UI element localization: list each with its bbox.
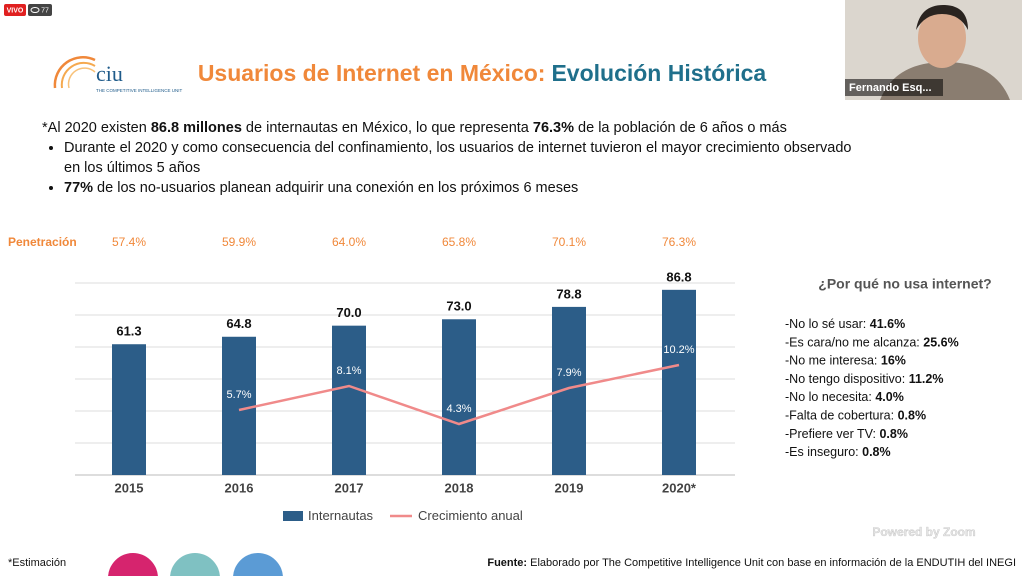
- reason-label: -Es cara/no me alcanza:: [785, 336, 923, 350]
- penetration-value: 70.1%: [552, 235, 586, 249]
- bar-label: 61.3: [116, 324, 141, 339]
- bar-label: 64.8: [226, 316, 251, 331]
- line-label: 5.7%: [226, 389, 251, 401]
- reason-value: 0.8%: [879, 427, 908, 441]
- reason-value: 11.2%: [909, 372, 944, 386]
- reason-label: -No lo sé usar:: [785, 317, 870, 331]
- reason-value: 4.0%: [875, 390, 904, 404]
- text-run: 76.3%: [532, 120, 575, 136]
- reason-item: -No lo necesita: 4.0%: [785, 390, 904, 404]
- penetration-label: Penetración: [8, 235, 77, 249]
- reason-item: -No tengo dispositivo: 11.2%: [785, 372, 943, 386]
- line-label: 7.9%: [556, 367, 581, 379]
- bar: [662, 289, 696, 475]
- live-text: VIVO: [7, 7, 24, 14]
- logo: ciu THE COMPETITIVE INTELLIGENCE UNIT: [53, 55, 183, 93]
- reason-label: -Falta de cobertura:: [785, 409, 898, 423]
- text-run: de los no-usuarios planean adquirir una …: [93, 180, 579, 196]
- person-face: [918, 8, 966, 68]
- title-part: Evolución Histórica: [551, 60, 766, 86]
- live-badge: [4, 4, 26, 16]
- reason-value: 0.8%: [898, 409, 927, 423]
- source-text: Elaborado por The Competitive Intelligen…: [530, 557, 1016, 569]
- bar-label: 73.0: [446, 299, 471, 314]
- person-hair: [916, 4, 968, 30]
- slide-title: Usuarios de Internet en México: Evolución…: [198, 60, 767, 86]
- intro-line: *Al 2020 existen 86.8 millones de intern…: [42, 118, 862, 138]
- text-run: 77%: [64, 180, 94, 196]
- chart: Penetración 57.4% 59.9% 64.0% 65.8% 70.1% 76.3…: [8, 235, 735, 523]
- bar-label: 70.0: [336, 305, 361, 320]
- reasons-panel: ¿Por qué no usa internet? -No lo sé usar:…: [785, 276, 992, 460]
- zoom-watermark: Powered by Zoom: [872, 525, 975, 539]
- reason-label: -No tengo dispositivo:: [785, 372, 909, 386]
- reason-item: -Prefiere ver TV: 0.8%: [785, 427, 908, 441]
- x-tick-label: 2020*: [662, 480, 697, 495]
- text-run: de la población de 6 años o más: [574, 120, 787, 136]
- reason-item: -Falta de cobertura: 0.8%: [785, 409, 926, 423]
- penetration-value: 57.4%: [112, 235, 146, 249]
- bullet-list: Durante el 2020 y como consecuencia del …: [42, 138, 862, 198]
- reason-value: 16%: [881, 354, 906, 368]
- line: [238, 363, 680, 426]
- bullet-text: *Al 2020 existen 86.8 millones de intern…: [42, 118, 862, 198]
- logo-mark: ciu: [96, 61, 123, 86]
- x-tick-label: 2017: [335, 480, 364, 495]
- bar: [222, 336, 256, 475]
- reason-value: 41.6%: [870, 317, 905, 331]
- reason-label: -No me interesa:: [785, 354, 881, 368]
- x-tick-label: 2018: [445, 480, 474, 495]
- panel-title: ¿Por qué no usa internet?: [818, 276, 991, 292]
- reason-label: -Es inseguro:: [785, 445, 862, 459]
- decor-circle: [233, 553, 283, 576]
- line-label: 8.1%: [336, 365, 361, 377]
- text-run: de internautas en México, lo que represe…: [241, 120, 533, 136]
- legend-swatch: [283, 511, 303, 521]
- penetration-value: 64.0%: [332, 235, 366, 249]
- text-run: *Al 2020 existen: [42, 120, 151, 136]
- legend-label: Internautas: [308, 508, 374, 523]
- penetration-value: 65.8%: [442, 235, 476, 249]
- reason-item: -Es cara/no me alcanza: 25.6%: [785, 336, 959, 350]
- eye-icon: [30, 7, 40, 13]
- decor-circle: [170, 553, 220, 576]
- line-label: 10.2%: [663, 344, 694, 356]
- bullet: Durante el 2020 y como consecuencia del …: [64, 138, 862, 178]
- bar: [112, 344, 146, 475]
- reason-item: -No lo sé usar: 41.6%: [785, 317, 905, 331]
- x-tick-label: 2019: [555, 480, 584, 495]
- reason-label: -Prefiere ver TV:: [785, 427, 879, 441]
- source-label: Fuente:: [487, 557, 530, 569]
- penetration-value: 59.9%: [222, 235, 256, 249]
- legend-label: Crecimiento anual: [418, 508, 523, 523]
- x-tick-label: 2015: [115, 480, 144, 495]
- text-run: Durante el 2020 y como consecuencia del …: [64, 140, 852, 176]
- reason-value: 25.6%: [923, 336, 958, 350]
- text-run: 86.8 millones: [150, 120, 242, 136]
- decor-circle: [108, 553, 158, 576]
- participant-name: Fernando Esq...: [849, 82, 932, 94]
- footnote: *Estimación: [8, 557, 66, 569]
- bar-label: 86.8: [666, 269, 691, 284]
- viewer-count: 77: [41, 7, 49, 14]
- bar: [332, 325, 366, 475]
- source: Fuente: Elaborado por The Competitive In…: [487, 557, 1016, 569]
- reason-value: 0.8%: [862, 445, 891, 459]
- viewer-badge: [28, 4, 52, 16]
- bar: [442, 319, 476, 475]
- x-tick-label: 2016: [225, 480, 254, 495]
- penetration-value: 76.3%: [662, 235, 696, 249]
- logo-tagline: THE COMPETITIVE INTELLIGENCE UNIT: [96, 88, 183, 93]
- reason-item: -Es inseguro: 0.8%: [785, 445, 891, 459]
- bar-label: 78.8: [556, 286, 581, 301]
- bullet: 77% de los no-usuarios planean adquirir …: [64, 178, 862, 198]
- line-label: 4.3%: [446, 403, 471, 415]
- reason-label: -No lo necesita:: [785, 390, 875, 404]
- name-tag: [845, 79, 943, 96]
- title-part: Usuarios de Internet en México:: [198, 60, 546, 86]
- reason-item: -No me interesa: 16%: [785, 354, 906, 368]
